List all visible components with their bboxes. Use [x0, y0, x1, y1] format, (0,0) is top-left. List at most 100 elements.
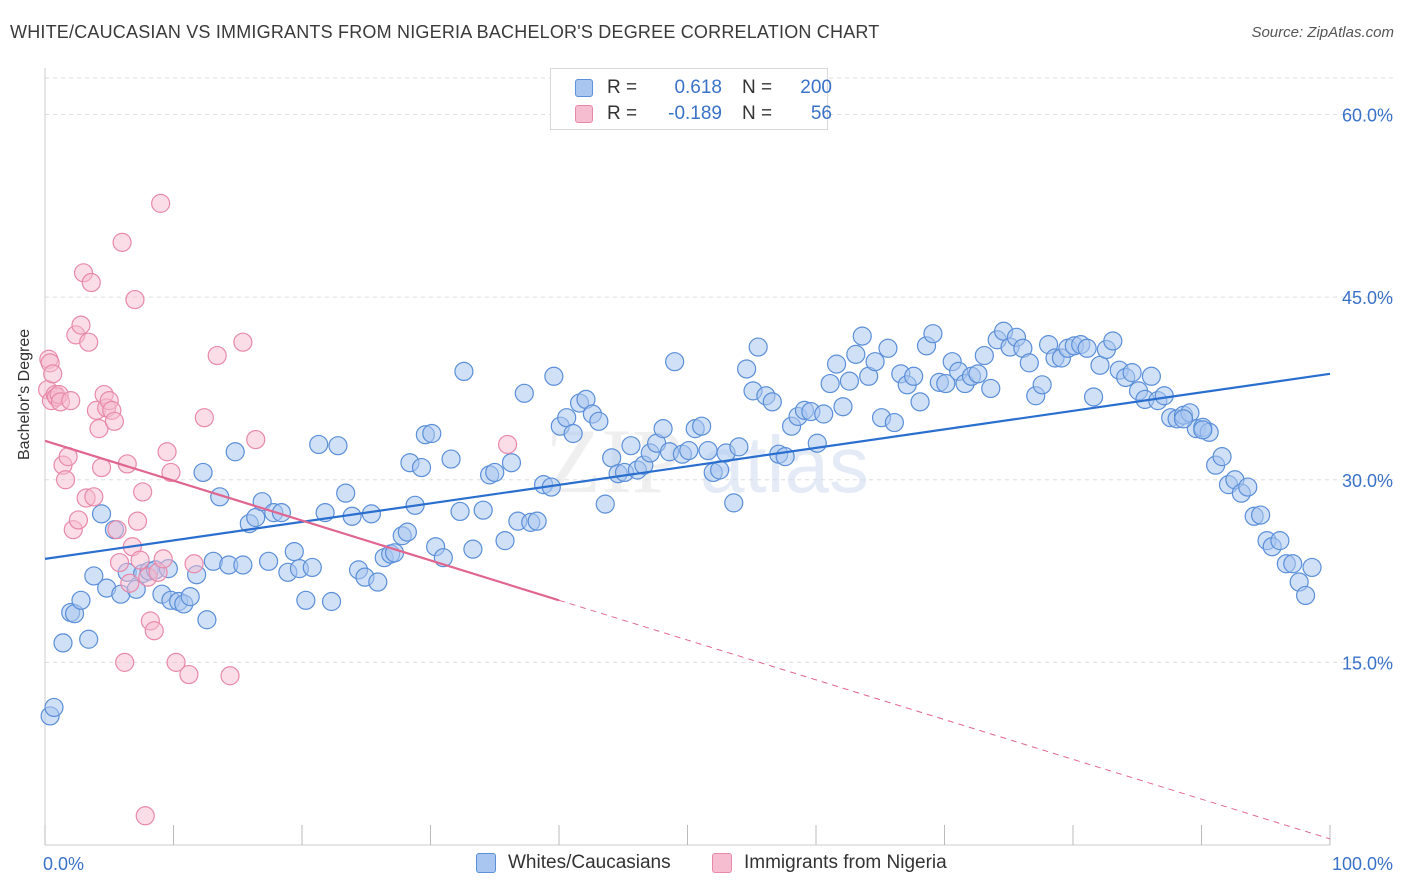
data-point-whites	[563, 423, 583, 444]
trend-lines	[44, 372, 1331, 840]
data-point-nigeria	[127, 511, 148, 531]
data-point-whites	[302, 557, 322, 578]
data-point-whites	[974, 345, 994, 366]
legend-r-label: R =	[607, 103, 638, 124]
legend-row-nigeria: R = -0.189 N = 56	[575, 101, 832, 127]
data-point-whites	[1251, 505, 1271, 525]
legend-swatch-whites	[476, 853, 496, 873]
data-point-whites	[495, 531, 515, 551]
data-point-whites	[814, 404, 834, 424]
y-tick-label: 15.0%	[1342, 653, 1393, 673]
data-point-whites	[1283, 554, 1303, 574]
data-point-whites	[878, 338, 898, 358]
data-point-whites	[826, 354, 847, 374]
data-point-whites	[692, 416, 712, 436]
legend-swatch-whites	[575, 79, 593, 97]
legend-row-whites: R = 0.618 N = 200	[575, 75, 832, 101]
legend-label-whites: Whites/Caucasians	[508, 852, 671, 873]
trend-line-whites	[44, 372, 1331, 560]
data-point-nigeria	[130, 550, 150, 570]
data-point-nigeria	[125, 289, 145, 310]
data-point-whites	[71, 590, 91, 610]
source-label: Source: ZipAtlas.com	[1251, 24, 1394, 41]
data-point-whites	[698, 440, 718, 461]
data-point-nigeria	[71, 315, 91, 335]
y-tick-label: 30.0%	[1342, 471, 1393, 491]
data-point-nigeria	[179, 664, 199, 685]
data-point-whites	[1238, 477, 1258, 497]
y-tick-label: 60.0%	[1342, 106, 1393, 126]
data-point-nigeria	[104, 411, 124, 431]
data-point-whites	[233, 555, 253, 575]
data-point-whites	[501, 453, 522, 473]
x-tick-label: 100.0%	[1332, 854, 1393, 874]
data-point-whites	[463, 539, 483, 559]
series-legend: Whites/Caucasians Immigrants from Nigeri…	[0, 852, 1406, 878]
legend-n-value: 56	[810, 103, 832, 124]
legend-r-value: -0.189	[668, 103, 722, 124]
data-point-nigeria	[498, 434, 518, 455]
data-point-whites	[910, 392, 930, 412]
data-point-whites	[53, 633, 73, 653]
data-point-whites	[193, 462, 213, 483]
data-point-whites	[1103, 331, 1123, 351]
tick-labels: 15.0% 30.0% 45.0% 60.0% 0.0% 100.0%	[43, 106, 1393, 874]
data-point-whites	[44, 697, 64, 718]
y-tick-label: 45.0%	[1342, 288, 1393, 308]
data-point-whites	[91, 504, 112, 524]
data-point-nigeria	[133, 482, 153, 502]
data-point-whites	[846, 344, 866, 364]
series-nigeria-points	[37, 193, 518, 826]
legend-n-label: N =	[742, 103, 773, 124]
data-point-whites	[225, 442, 245, 462]
data-point-whites	[79, 629, 99, 649]
data-point-nigeria	[43, 364, 63, 384]
legend-label-nigeria: Immigrants from Nigeria	[744, 852, 947, 873]
data-point-whites	[1212, 447, 1232, 467]
legend-item-nigeria: Immigrants from Nigeria	[712, 852, 947, 874]
data-point-whites	[1019, 353, 1039, 373]
data-point-nigeria	[246, 429, 266, 450]
data-point-whites	[852, 326, 872, 346]
data-point-whites	[981, 378, 1001, 399]
data-point-nigeria	[220, 666, 240, 686]
data-point-nigeria	[207, 345, 227, 366]
data-point-whites	[748, 337, 768, 357]
data-point-whites	[454, 361, 474, 382]
data-point-whites	[284, 541, 304, 562]
data-point-nigeria	[109, 552, 130, 573]
data-point-whites	[621, 436, 641, 456]
data-point-whites	[1083, 387, 1104, 407]
data-point-nigeria	[157, 442, 177, 462]
data-point-whites	[473, 500, 493, 520]
data-point-whites	[450, 501, 470, 522]
legend-r-value: 0.618	[674, 77, 722, 98]
data-point-whites	[514, 383, 534, 403]
legend-r-label: R =	[607, 77, 638, 98]
data-point-whites	[936, 373, 956, 394]
legend-swatch-nigeria	[712, 853, 732, 873]
data-point-whites	[296, 590, 316, 610]
legend-n-value: 200	[800, 77, 832, 98]
data-point-whites	[1302, 557, 1322, 578]
data-point-whites	[271, 503, 292, 523]
data-point-whites	[321, 591, 342, 612]
x-tick-label: 0.0%	[43, 854, 84, 874]
data-point-whites	[336, 483, 356, 503]
data-point-nigeria	[184, 554, 204, 574]
trend-extension-nigeria	[558, 599, 1331, 840]
data-point-nigeria	[135, 806, 155, 826]
data-point-nigeria	[79, 332, 99, 352]
legend-item-whites: Whites/Caucasians	[476, 852, 671, 874]
data-point-whites	[884, 412, 904, 433]
data-point-whites	[1141, 366, 1161, 386]
data-point-nigeria	[115, 652, 135, 672]
data-point-nigeria	[112, 232, 132, 252]
data-point-nigeria	[89, 419, 109, 439]
data-point-whites	[441, 449, 461, 469]
data-point-whites	[368, 572, 388, 592]
data-point-whites	[653, 419, 673, 439]
data-point-whites	[1077, 338, 1097, 358]
data-point-whites	[679, 440, 699, 461]
